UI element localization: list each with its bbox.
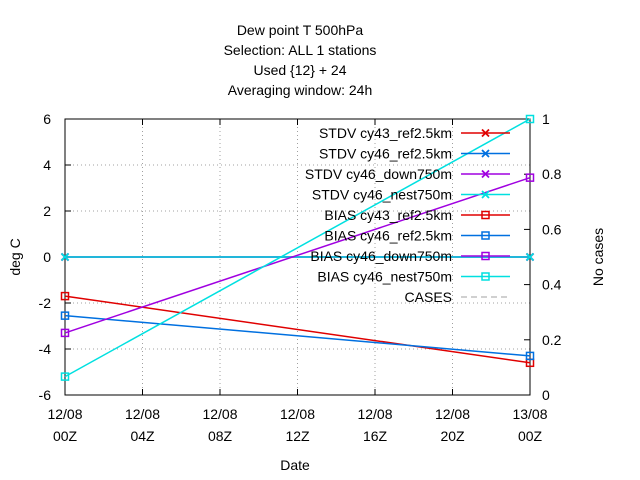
legend-label-7: BIAS cy46_nest750m — [317, 269, 452, 285]
series-line-7 — [64, 118, 531, 378]
x-tick-label-date: 12/08 — [47, 406, 82, 422]
legend-marker-4 — [481, 210, 490, 220]
legend-marker-6 — [481, 251, 490, 261]
series-line-6 — [64, 176, 531, 334]
marker-stroke — [481, 149, 490, 158]
series-point-6 — [525, 173, 535, 182]
y-tick-label: 2 — [43, 203, 51, 219]
chart-title: Dew point T 500hPa Selection: ALL 1 stat… — [224, 22, 377, 98]
legend-marker-3 — [481, 190, 490, 199]
x-tick-label-time: 00Z — [518, 428, 543, 444]
legend-label-8: CASES — [405, 289, 452, 305]
x-tick-label-date: 12/08 — [125, 406, 160, 422]
legend-label-3: STDV cy46_nest750m — [312, 187, 452, 203]
legend-marker-2 — [481, 169, 490, 179]
series-line-5 — [64, 314, 531, 357]
x-tick-label-date: 12/08 — [435, 406, 470, 422]
series-point-7 — [525, 114, 535, 124]
y-tick-label: 4 — [43, 157, 51, 173]
title-line-1: Dew point T 500hPa — [237, 22, 364, 38]
x-axis-label: Date — [280, 457, 310, 473]
legend-label-2: STDV cy46_down750m — [305, 166, 452, 182]
series — [60, 114, 535, 381]
x-tick-label-time: 12Z — [285, 428, 310, 444]
x-tick-label-time: 16Z — [363, 428, 388, 444]
y2-tick-label: 0.6 — [542, 221, 562, 237]
series-point-3 — [525, 252, 535, 262]
series-point-3 — [60, 252, 70, 262]
x-tick-label-date: 12/08 — [357, 406, 392, 422]
x-tick-label-date: 12/08 — [202, 406, 237, 422]
marker-stroke — [481, 128, 490, 138]
y-tick-label: -6 — [39, 387, 52, 403]
legend-marker-1 — [481, 149, 490, 158]
legend-marker-0 — [481, 128, 490, 138]
y-tick-label: 6 — [43, 111, 51, 127]
legend-marker-5 — [481, 231, 490, 240]
series-line-4 — [64, 295, 531, 364]
y-tick-label: -2 — [39, 295, 52, 311]
tick-labels: 12/08 00Z 12/08 04Z 12/08 08Z 12/08 12Z 12/08 16Z… — [39, 111, 562, 444]
y2-tick-label: 0.4 — [542, 277, 562, 293]
series-point-4 — [60, 291, 70, 301]
x-tick-label-date: 12/08 — [280, 406, 315, 422]
series-point-7 — [60, 372, 70, 381]
x-tick-label-time: 20Z — [440, 428, 465, 444]
legend: STDV cy43_ref2.5km STDV cy46_ref2.5km STDV… — [305, 125, 510, 305]
marker-stroke — [481, 190, 490, 199]
y2-tick-label: 1 — [542, 111, 550, 127]
x-tick-label-date: 13/08 — [512, 406, 547, 422]
title-line-2: Selection: ALL 1 stations — [224, 42, 377, 58]
y2-tick-label: 0 — [542, 387, 550, 403]
legend-label-4: BIAS cy43_ref2.5km — [324, 207, 452, 223]
legend-label-1: STDV cy46_ref2.5km — [319, 146, 452, 162]
marker-stroke — [481, 169, 490, 179]
series-point-5 — [60, 311, 70, 320]
title-line-3: Used {12} + 24 — [253, 62, 346, 78]
marker-stroke — [60, 252, 70, 262]
y2-tick-label: 0.8 — [542, 166, 562, 182]
x-tick-label-time: 04Z — [130, 428, 155, 444]
y-tick-label: 0 — [43, 249, 51, 265]
legend-label-6: BIAS cy46_down750m — [310, 248, 452, 264]
series-point-6 — [60, 328, 70, 338]
y2-tick-label: 0.2 — [542, 332, 562, 348]
y-tick-label: -4 — [39, 341, 52, 357]
x-tick-label-time: 08Z — [208, 428, 233, 444]
marker-stroke — [525, 252, 535, 262]
legend-marker-7 — [481, 272, 490, 281]
y-axis-label: deg C — [7, 238, 23, 275]
title-line-4: Averaging window: 24h — [228, 82, 373, 98]
y2-axis-label: No cases — [590, 228, 606, 286]
x-tick-label-time: 00Z — [53, 428, 78, 444]
legend-label-0: STDV cy43_ref2.5km — [319, 125, 452, 141]
series-point-5 — [525, 351, 535, 361]
legend-label-5: BIAS cy46_ref2.5km — [324, 228, 452, 244]
